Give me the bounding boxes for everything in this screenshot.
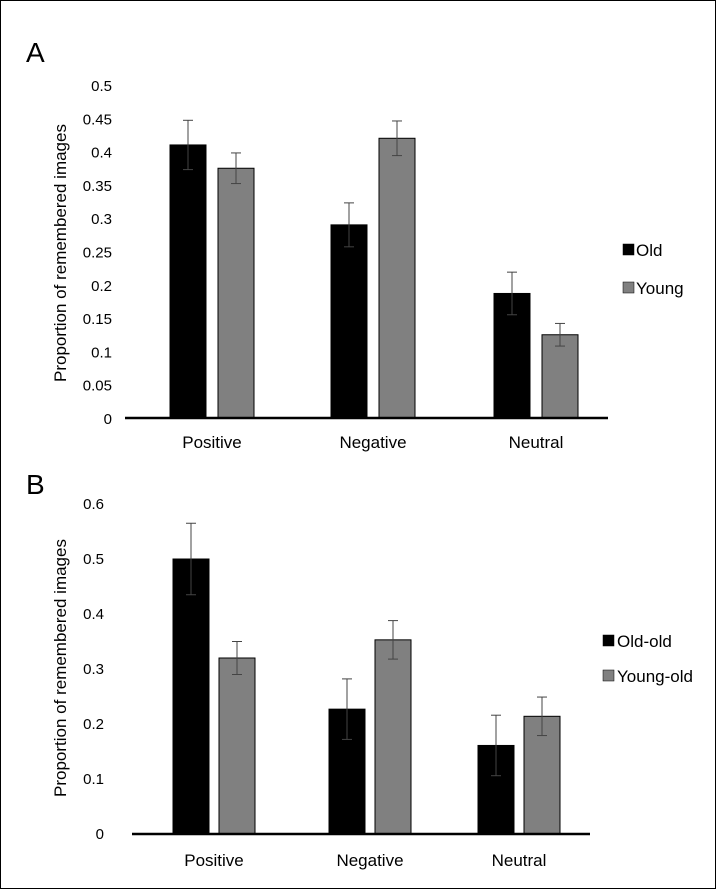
x-category-label-negative: Negative [339, 433, 406, 452]
y-tick-label: 0 [96, 826, 104, 843]
y-tick-label: 0 [104, 411, 112, 428]
legend-swatch-young-old [602, 669, 615, 682]
x-category-label-positive: Positive [184, 851, 244, 870]
y-tick-label: 0.1 [91, 344, 112, 361]
y-tick-label: 0.4 [83, 606, 104, 623]
bars-a [169, 119, 579, 419]
legend-a: Old Young [622, 241, 684, 298]
legend-swatch-young [622, 281, 635, 294]
y-tick-label: 0.4 [91, 145, 112, 162]
y-tick-label: 0.45 [83, 111, 112, 128]
bar-young-old-negative [374, 639, 412, 835]
x-category-labels-b: Positive Negative Neutral [184, 851, 546, 870]
legend-label-young-old: Young-old [617, 667, 693, 686]
legend-swatch-old-old [602, 634, 615, 647]
y-tick-label: 0.2 [83, 716, 104, 733]
panel-a: A Proportion of remembered images 0 0.05… [26, 37, 684, 452]
y-tick-label: 0.05 [83, 378, 112, 395]
y-tick-labels-a: 0 0.05 0.1 0.15 0.2 0.25 0.3 0.35 0.4 0.… [83, 78, 112, 428]
bar-young-neutral [541, 334, 579, 419]
y-tick-label: 0.5 [91, 78, 112, 95]
y-axis-label-b: Proportion of remembered images [51, 539, 70, 797]
y-tick-label: 0.3 [91, 211, 112, 228]
bar-young-positive [217, 167, 255, 419]
y-tick-label: 0.6 [83, 496, 104, 513]
y-tick-label: 0.35 [83, 178, 112, 195]
y-tick-label: 0.5 [83, 551, 104, 568]
legend-label-old: Old [636, 241, 662, 260]
legend-b: Old-old Young-old [602, 632, 693, 686]
x-category-label-negative: Negative [336, 851, 403, 870]
bar-old-positive [169, 144, 207, 419]
y-tick-label: 0.25 [83, 245, 112, 262]
panel-label-b: B [26, 469, 45, 500]
legend-label-young: Young [636, 279, 684, 298]
x-category-label-positive: Positive [182, 433, 242, 452]
y-tick-label: 0.15 [83, 311, 112, 328]
bar-old-negative [330, 224, 368, 419]
y-tick-label: 0.2 [91, 278, 112, 295]
x-category-labels-a: Positive Negative Neutral [182, 433, 563, 452]
panel-b: B Proportion of remembered images 0 0.1 … [26, 469, 693, 870]
y-tick-label: 0.3 [83, 661, 104, 678]
y-tick-label: 0.1 [83, 771, 104, 788]
bar-young-negative [378, 137, 416, 419]
y-axis-label-a: Proportion of remembered images [51, 124, 70, 382]
legend-label-old-old: Old-old [617, 632, 672, 651]
panel-label-a: A [26, 37, 45, 68]
x-category-label-neutral: Neutral [492, 851, 547, 870]
x-category-label-neutral: Neutral [509, 433, 564, 452]
bar-young-old-positive [218, 657, 256, 835]
legend-swatch-old [622, 243, 635, 256]
y-tick-labels-b: 0 0.1 0.2 0.3 0.4 0.5 0.6 [83, 496, 104, 843]
bar-old-old-positive [172, 558, 210, 835]
bars-b [172, 522, 561, 835]
